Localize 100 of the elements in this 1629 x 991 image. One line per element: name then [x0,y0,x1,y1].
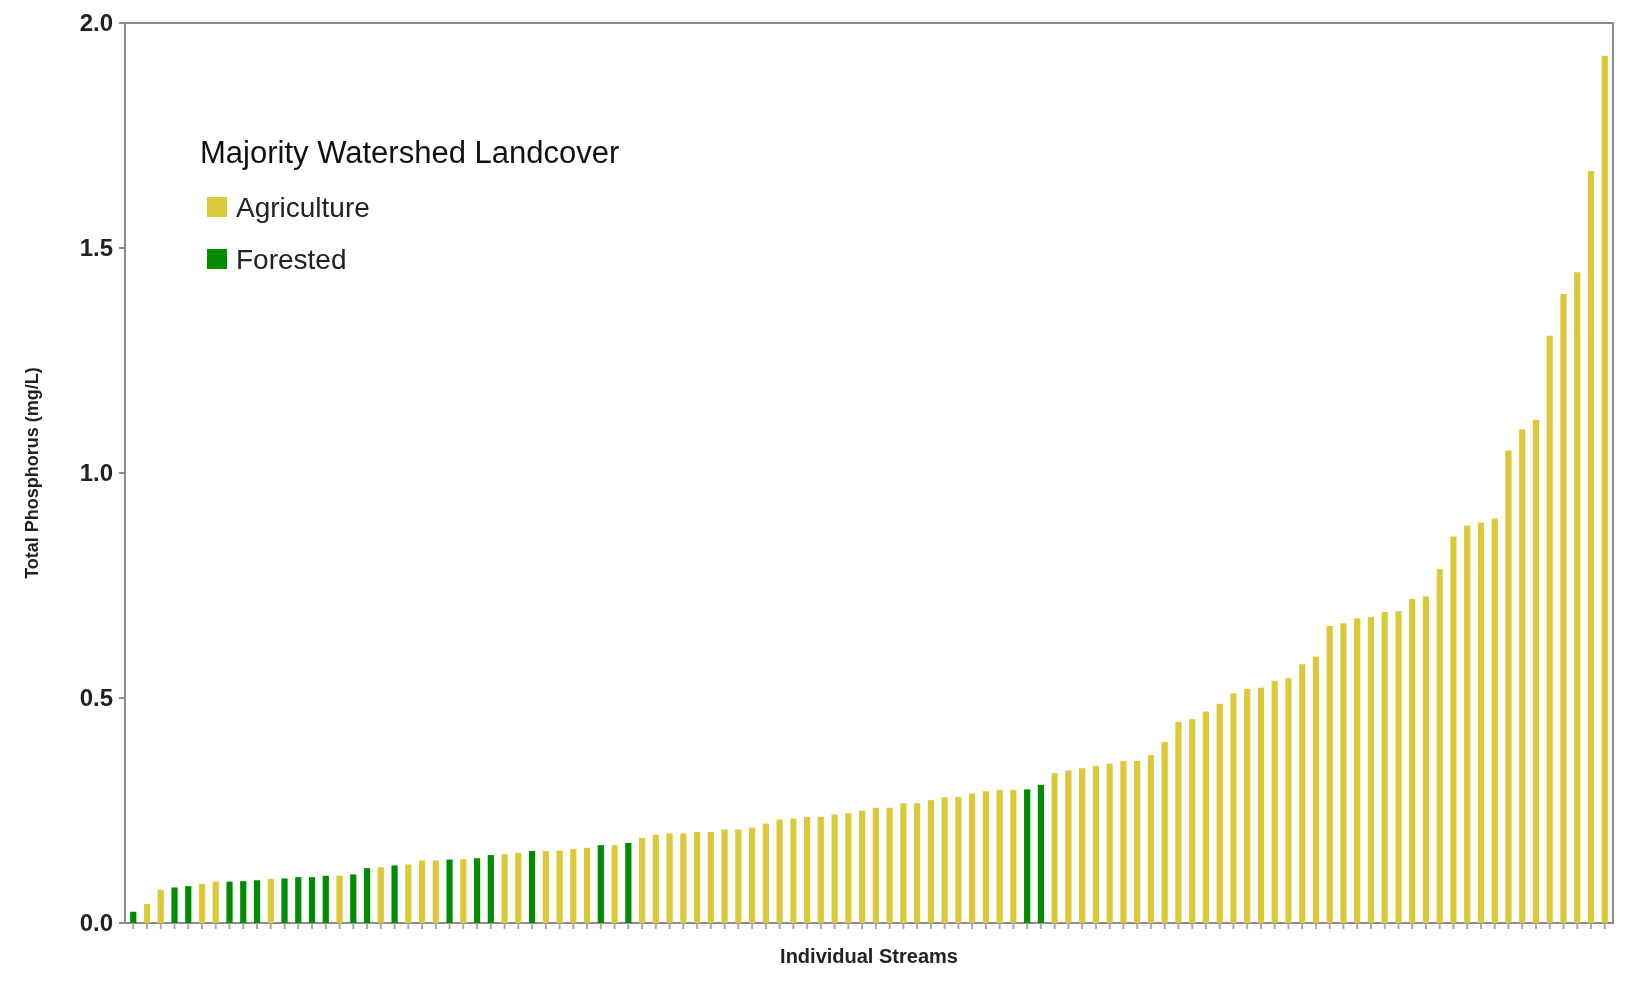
bar [143,904,151,923]
bar [157,889,164,923]
bar [1505,450,1512,923]
x-axis-title: Individual Streams [780,945,958,967]
bar [198,883,206,923]
bar [446,859,453,923]
bar [570,849,577,923]
bar [1532,419,1540,923]
bar [171,887,178,923]
bar [1450,536,1457,923]
bar [1299,664,1306,923]
bar [322,875,329,923]
bar [253,880,261,923]
bar [776,819,783,923]
bar [817,816,824,923]
bar [1409,599,1416,923]
bar [1092,765,1100,923]
bar [831,814,838,923]
bar [859,810,866,923]
bar [1257,687,1265,923]
bar [1134,761,1141,923]
bar [487,855,494,923]
bar [1024,789,1031,923]
bar [1519,429,1526,923]
bar [872,807,879,923]
bar [1464,525,1471,923]
bar [652,834,659,923]
y-axis-title: Total Phosphorus (mg/L) [22,367,42,579]
bar [982,791,989,923]
bar [1354,618,1361,923]
y-tick-label: 1.5 [79,234,113,262]
bar [240,881,247,923]
bar [996,789,1003,923]
bar [1244,689,1251,923]
bar [1381,612,1388,923]
bar [350,874,357,923]
bar [528,851,536,923]
bar [886,807,893,923]
bar [1312,656,1320,923]
bar [1587,171,1595,923]
legend-label: Forested [236,244,347,275]
bar [955,797,962,923]
bar [1560,293,1567,923]
bar [1546,335,1553,923]
bar [1120,761,1127,923]
bar [1601,55,1608,923]
bar [308,877,316,923]
bar [1422,596,1430,923]
bar [900,803,907,923]
bar [432,860,439,923]
bar [185,886,192,923]
bar [762,823,769,923]
bar [556,850,563,923]
bar [804,816,811,923]
y-tick-label: 0.5 [79,684,113,712]
y-tick-label: 0.0 [79,909,113,937]
bar [1367,617,1375,923]
bar [583,847,591,923]
y-tick-label: 1.0 [79,459,113,487]
bar [405,864,412,923]
bar [1010,789,1017,923]
bar [1216,703,1223,923]
bar [515,852,522,923]
bar [1230,693,1237,923]
bar [1189,719,1196,923]
bar [914,803,921,923]
bar [1065,770,1072,923]
bar [1285,678,1292,923]
bar [1161,742,1168,923]
bar [1147,755,1155,923]
bar [281,878,288,923]
bar [707,832,714,923]
bar [845,813,852,923]
bar [680,833,687,923]
bar [1491,518,1498,923]
bar [721,829,728,923]
bar [1395,611,1402,923]
bar [597,845,604,923]
bar [941,797,948,923]
bar [790,818,797,923]
legend-label: Agriculture [236,192,370,223]
bar [418,860,426,923]
bar [694,832,701,923]
bar [1202,711,1210,923]
legend-title: Majority Watershed Landcover [200,135,620,170]
bar [638,837,646,923]
bar [735,829,742,923]
bar [130,911,137,923]
bar [1574,272,1581,923]
bar [501,854,508,923]
bar [1175,721,1182,923]
bar [1051,773,1058,923]
bar [1271,680,1278,923]
bar [336,875,343,923]
bar [267,878,274,923]
bar [666,833,673,923]
bar [377,867,384,923]
bar [1340,623,1347,923]
bar [749,827,756,923]
bar [1326,626,1333,923]
